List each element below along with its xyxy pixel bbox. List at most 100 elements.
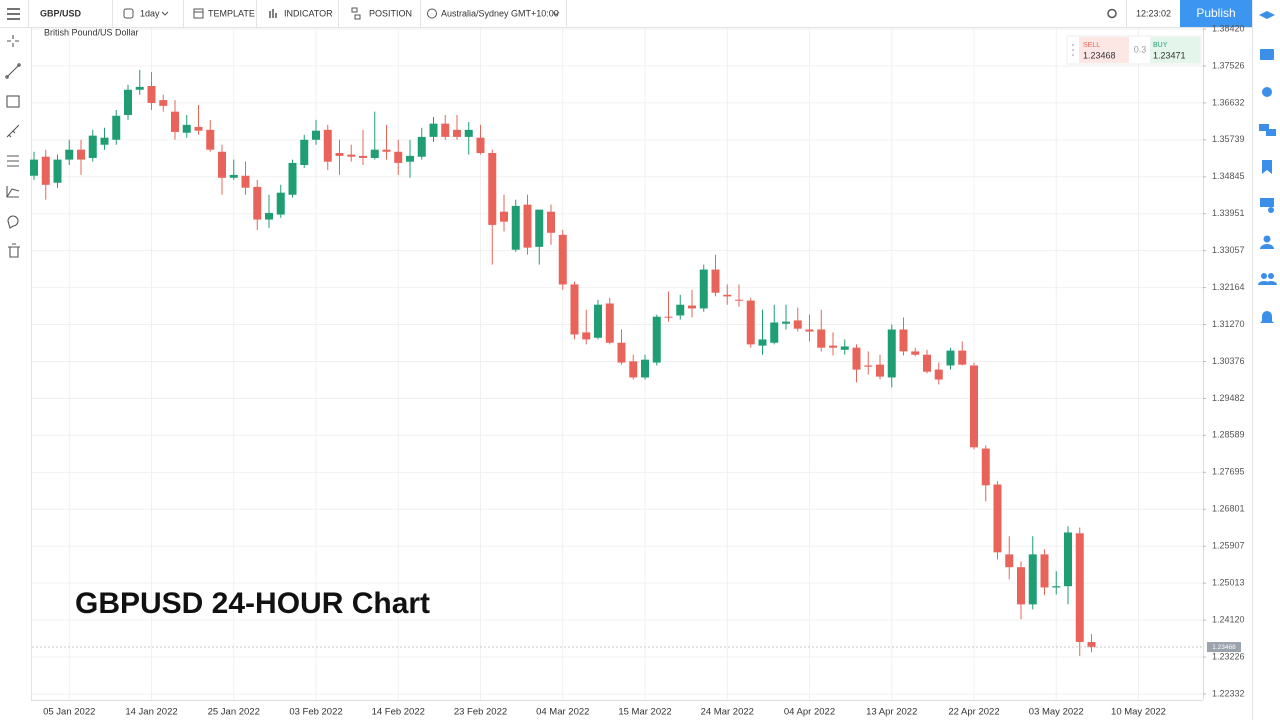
candle-body: [1087, 642, 1096, 648]
candle-body: [65, 149, 74, 160]
y-tick-label: 1.38420: [1212, 23, 1245, 33]
candle-body: [359, 155, 367, 158]
indicator-button[interactable]: INDICATOR: [284, 8, 333, 18]
candle-body: [441, 123, 450, 137]
dropdown-caret: [552, 11, 560, 16]
candle-body: [394, 151, 403, 163]
candle-body: [899, 329, 908, 352]
candle-body: [206, 129, 215, 150]
candle-body: [159, 100, 168, 106]
quote-panel: SELL 1.23468 0.3 BUY 1.23471: [1066, 35, 1202, 65]
y-tick-label: 1.23226: [1212, 651, 1245, 661]
candle-body: [194, 126, 203, 131]
candle-body: [676, 304, 685, 316]
candle-body: [1005, 554, 1014, 568]
candle-body: [171, 111, 179, 132]
timezone-button[interactable]: Australia/Sydney GMT+10:00: [441, 8, 559, 18]
y-tick-label: 1.32164: [1212, 282, 1245, 292]
candle-body: [946, 350, 955, 366]
position-icon: [351, 7, 361, 20]
candle-body: [746, 300, 755, 345]
y-tick-label: 1.27695: [1212, 467, 1245, 477]
candle-body: [417, 136, 426, 157]
candle-body: [88, 135, 97, 158]
axes: 1.38420 1.37526 1.36632 1.35739 1.34845 1.339…: [43, 23, 1244, 717]
candle-body: [793, 320, 802, 329]
candle-body: [582, 332, 591, 340]
timezone-icon: [427, 8, 437, 19]
buy-price[interactable]: 1.23471: [1153, 50, 1186, 60]
publish-button[interactable]: [1180, 0, 1252, 27]
last-price-label: 1.23468: [1212, 644, 1236, 651]
sidebar-icons[interactable]: [1258, 11, 1277, 323]
y-tick-label: 1.37526: [1212, 60, 1245, 70]
candle-body: [100, 137, 109, 145]
candle-body: [218, 151, 226, 178]
candle-body: [911, 351, 920, 355]
candle-body: [1052, 586, 1061, 588]
candle-body: [723, 294, 732, 297]
buy-button[interactable]: [1150, 37, 1200, 63]
candle-body: [30, 159, 38, 176]
candle-body: [370, 149, 379, 158]
x-tick-label: 04 Apr 2022: [784, 707, 835, 718]
candle-body: [182, 124, 191, 133]
interval-button[interactable]: 1day: [140, 8, 160, 18]
candle-body: [347, 154, 356, 157]
candle-body: [594, 304, 602, 338]
y-tick-label: 1.25013: [1212, 578, 1245, 588]
candle-body: [876, 364, 884, 377]
candle-body: [406, 155, 414, 162]
candle-body: [511, 205, 520, 250]
y-tick-label: 1.34845: [1212, 171, 1245, 181]
sell-label[interactable]: SELL: [1083, 42, 1100, 49]
candle-body: [993, 484, 1002, 553]
candle-body: [335, 153, 344, 156]
candle-body: [981, 448, 990, 486]
candle-body: [758, 339, 767, 346]
candle-body: [547, 211, 555, 233]
symbol-button[interactable]: GBP/USD: [40, 8, 82, 18]
x-tick-label: 24 Mar 2022: [701, 707, 754, 718]
candle-body: [382, 149, 391, 152]
indicator-icon: [269, 9, 277, 18]
dropdown-caret: [161, 11, 169, 16]
candle-body: [887, 329, 896, 378]
y-tick-label: 1.33057: [1212, 245, 1245, 255]
settings-button[interactable]: [1107, 8, 1117, 19]
x-tick-label: 03 Feb 2022: [289, 707, 342, 718]
y-tick-label: 1.31270: [1212, 319, 1245, 329]
template-button[interactable]: TEMPLATE: [208, 8, 255, 18]
sell-button[interactable]: [1079, 37, 1129, 63]
x-tick-label: 15 Mar 2022: [618, 707, 671, 718]
y-tick-label: 1.29482: [1212, 393, 1245, 403]
candle-body: [229, 174, 238, 178]
candle-body: [770, 322, 779, 343]
candle-body: [570, 284, 579, 335]
chart-subtitle: British Pound/US Dollar: [44, 27, 139, 37]
sell-price[interactable]: 1.23468: [1083, 50, 1116, 60]
candle-body: [664, 316, 673, 318]
candle-body: [970, 365, 978, 448]
candle-body: [711, 269, 720, 293]
chart-title: GBPUSD 24-HOUR Chart: [75, 587, 430, 620]
candle-body: [453, 129, 461, 137]
candle-body: [288, 162, 297, 195]
y-tick-label: 1.25907: [1212, 541, 1245, 551]
last-price-tag: [1207, 642, 1241, 653]
x-tick-label: 03 May 2022: [1029, 707, 1084, 718]
position-button[interactable]: POSITION: [369, 8, 412, 18]
candle-body: [429, 123, 438, 137]
x-tick-label: 13 Apr 2022: [866, 707, 917, 718]
x-tick-label: 23 Feb 2022: [454, 707, 507, 718]
candle-body: [641, 359, 649, 378]
x-tick-label: 05 Jan 2022: [43, 707, 95, 718]
candle-body: [699, 269, 708, 309]
menu-button[interactable]: [7, 8, 20, 20]
drawing-tools[interactable]: [5, 35, 21, 258]
candle-body: [1064, 532, 1072, 587]
buy-label[interactable]: BUY: [1153, 42, 1168, 49]
publish-label[interactable]: Publish: [1196, 6, 1235, 20]
